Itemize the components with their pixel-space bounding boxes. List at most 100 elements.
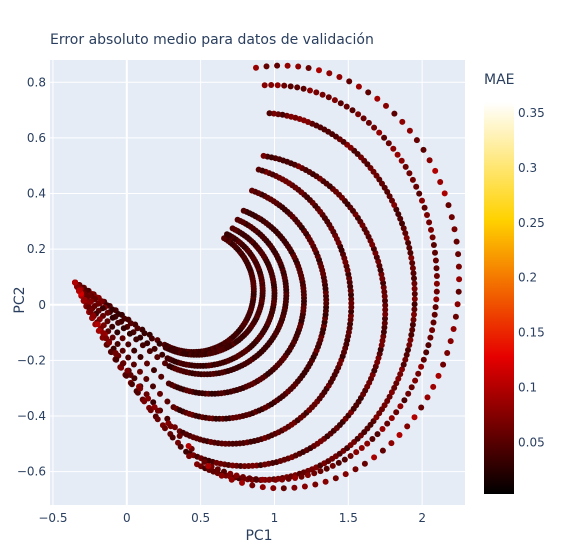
data-point — [382, 302, 389, 309]
data-point — [374, 431, 381, 438]
y-tick-label: 0 — [38, 298, 46, 312]
data-point — [331, 97, 338, 104]
data-point — [430, 319, 437, 326]
data-point — [336, 74, 343, 80]
data-point — [432, 257, 439, 264]
data-point — [380, 284, 387, 291]
data-point — [224, 231, 230, 238]
data-point — [454, 301, 461, 308]
data-point — [382, 297, 388, 304]
data-point — [281, 82, 288, 89]
data-point — [411, 275, 417, 282]
data-point — [402, 230, 409, 237]
data-point — [120, 325, 127, 332]
data-point — [322, 478, 329, 485]
data-point — [148, 335, 155, 342]
data-point — [205, 463, 212, 469]
data-point — [371, 454, 378, 461]
data-point — [323, 465, 330, 472]
data-point — [402, 356, 409, 363]
data-point — [127, 320, 134, 327]
data-point — [409, 265, 416, 272]
data-point — [106, 339, 113, 346]
data-point — [407, 249, 414, 256]
data-point — [410, 316, 417, 323]
data-point — [164, 398, 171, 405]
data-point — [399, 118, 406, 125]
data-point — [279, 476, 286, 483]
data-point — [440, 361, 447, 368]
data-point — [437, 179, 444, 185]
data-point — [432, 304, 439, 311]
data-point — [405, 239, 412, 246]
data-point — [418, 404, 425, 411]
data-point — [376, 129, 383, 136]
y-tick-label: 0.6 — [27, 131, 46, 145]
data-point — [137, 354, 144, 360]
data-point — [411, 414, 418, 421]
data-point — [228, 476, 235, 483]
data-point — [416, 190, 423, 197]
data-point — [307, 87, 313, 94]
x-tick-label: 2 — [418, 511, 426, 525]
data-point — [134, 325, 141, 332]
data-point — [158, 373, 165, 380]
y-axis-ticks: −0.6 −0.4 −0.2 0 0.2 0.4 0.6 0.8 — [17, 75, 46, 478]
data-point — [411, 311, 417, 318]
data-point — [399, 366, 405, 373]
data-point — [274, 62, 281, 69]
data-point — [246, 475, 253, 482]
data-point — [115, 319, 122, 326]
data-point — [433, 265, 440, 272]
data-point — [291, 484, 298, 491]
y-tick-label: −0.6 — [17, 465, 46, 479]
data-point — [274, 82, 281, 89]
data-point — [411, 306, 418, 313]
colorbar-title: MAE — [484, 72, 515, 88]
data-point — [109, 334, 116, 341]
data-point — [151, 367, 157, 374]
data-point — [227, 470, 234, 477]
data-point — [164, 415, 171, 422]
data-point — [381, 134, 388, 141]
data-point — [397, 215, 404, 222]
data-point — [114, 329, 121, 336]
data-points — [72, 62, 463, 492]
data-point — [424, 212, 430, 218]
data-point — [151, 404, 158, 411]
data-point — [239, 479, 245, 486]
data-point — [167, 423, 174, 430]
data-point — [316, 67, 322, 74]
data-point — [405, 347, 411, 353]
data-point — [358, 445, 365, 451]
colorbar-tick-label: 0.2 — [518, 271, 537, 285]
data-point — [404, 423, 411, 430]
data-point — [126, 330, 133, 337]
data-point — [81, 297, 88, 304]
data-point — [426, 219, 433, 226]
data-point — [294, 84, 301, 91]
data-point — [270, 485, 277, 492]
data-point — [253, 64, 259, 71]
data-point — [382, 311, 389, 318]
y-tick-label: −0.2 — [17, 353, 46, 367]
data-point — [455, 288, 462, 295]
data-point — [408, 331, 415, 338]
colorbar-tick-label: 0.3 — [518, 161, 537, 175]
data-point — [411, 301, 418, 308]
data-point — [433, 296, 440, 303]
data-point — [162, 425, 168, 432]
data-point — [130, 361, 137, 368]
colorbar — [484, 102, 514, 494]
data-point — [169, 434, 176, 441]
data-point — [369, 436, 376, 442]
data-point — [409, 321, 416, 328]
data-point — [347, 453, 354, 459]
data-point — [266, 110, 273, 117]
data-point — [406, 127, 413, 134]
data-point — [285, 475, 292, 482]
data-point — [431, 311, 438, 318]
data-point — [419, 197, 425, 204]
data-point — [388, 389, 395, 396]
data-point — [391, 110, 398, 117]
